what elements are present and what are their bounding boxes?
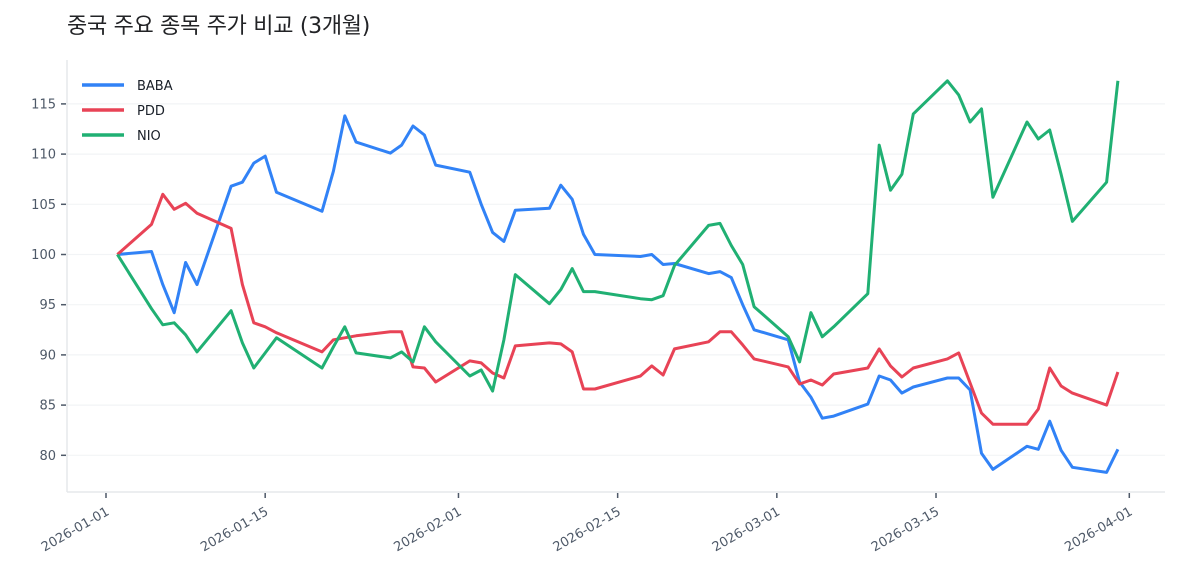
axes <box>66 60 1165 493</box>
grid-lines <box>67 103 1165 456</box>
y-tick-label: 95 <box>39 298 56 313</box>
chart-title: 중국 주요 종목 주가 비교 (3개월) <box>67 14 371 39</box>
y-tick-label: 80 <box>39 449 56 464</box>
y-axis-ticks: 80 85 90 95 100 105 110 115 <box>31 97 66 464</box>
y-tick-label: 105 <box>31 198 56 213</box>
x-tick-label: 2026-01-01 <box>39 504 112 555</box>
x-tick-label: 2026-02-15 <box>551 504 624 555</box>
series-line-baba <box>117 114 1120 474</box>
x-tick-label: 2026-01-15 <box>198 504 271 555</box>
legend-label-pdd: PDD <box>137 104 165 119</box>
x-tick-label: 2026-04-01 <box>1062 504 1135 555</box>
legend-label-baba: BABA <box>137 79 173 94</box>
series-line-nio <box>116 79 1120 393</box>
x-tick-label: 2026-03-15 <box>869 504 942 555</box>
series-line-pdd <box>116 192 1120 426</box>
y-tick-label: 100 <box>31 248 56 263</box>
y-tick-label: 115 <box>31 97 56 112</box>
y-tick-label: 110 <box>31 148 56 163</box>
y-tick-label: 90 <box>39 348 56 363</box>
y-tick-label: 85 <box>39 399 56 414</box>
legend: BABA PDD NIO <box>82 79 173 144</box>
x-axis-ticks: 2026-01-01 2026-01-15 2026-02-01 2026-02-15… <box>39 493 1135 555</box>
legend-label-nio: NIO <box>137 129 161 144</box>
series-lines <box>116 79 1120 474</box>
x-tick-label: 2026-02-01 <box>392 504 465 555</box>
x-tick-label: 2026-03-01 <box>710 504 783 555</box>
